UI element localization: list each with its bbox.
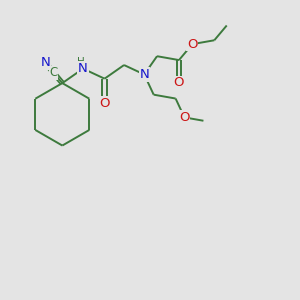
Text: H: H xyxy=(77,57,85,67)
Text: O: O xyxy=(174,76,184,89)
Text: O: O xyxy=(187,38,198,51)
Text: N: N xyxy=(78,62,88,75)
Text: N: N xyxy=(41,56,50,69)
Text: N: N xyxy=(140,68,149,81)
Text: C: C xyxy=(50,66,58,80)
Text: O: O xyxy=(99,97,110,110)
Text: O: O xyxy=(179,111,190,124)
